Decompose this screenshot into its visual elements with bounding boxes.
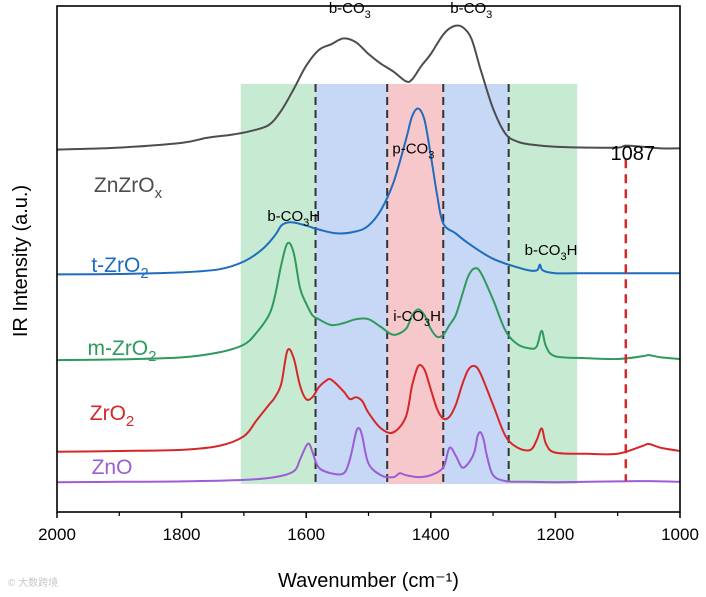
annotation-labels: ZnZrOx t-ZrO2 m-ZrO2 ZrO2 ZnO b-CO3 b-CO3 p-CO3… bbox=[88, 0, 578, 479]
band-region-3 bbox=[443, 84, 509, 484]
band-label-5: i-CO3H bbox=[393, 308, 441, 329]
band-regions bbox=[240, 84, 578, 484]
x-tick-label-1800: 1800 bbox=[163, 525, 201, 544]
watermark: © 大数跨境 bbox=[8, 576, 58, 589]
series-line-m-zro2 bbox=[56, 241, 681, 362]
spectra-series bbox=[56, 24, 681, 484]
band-label-3: b-CO3H bbox=[267, 208, 320, 229]
band-label-0: b-CO3 bbox=[329, 0, 371, 21]
marker-1087: 1087 bbox=[611, 143, 656, 482]
x-tick-label-1600: 1600 bbox=[287, 525, 325, 544]
x-axis-title: Wavenumber (cm⁻¹) bbox=[278, 570, 459, 592]
region-divider-lines bbox=[314, 84, 510, 484]
series-line-zro2 bbox=[56, 348, 681, 456]
series-label-zro2: ZrO2 bbox=[90, 402, 135, 430]
series-label-znzrox: ZnZrOx bbox=[94, 174, 163, 202]
band-region-2 bbox=[387, 84, 444, 484]
marker-label: 1087 bbox=[611, 143, 656, 165]
x-tick-label-1000: 1000 bbox=[661, 525, 699, 544]
series-label-m-zro2: m-ZrO2 bbox=[88, 337, 157, 365]
series-label-zno: ZnO bbox=[92, 456, 133, 479]
band-region-4 bbox=[508, 84, 578, 484]
x-tick-label-2000: 2000 bbox=[38, 525, 76, 544]
series-line-t-zro2 bbox=[56, 107, 680, 276]
series-label-t-zro2: t-ZrO2 bbox=[91, 254, 148, 282]
band-label-2: p-CO3 bbox=[392, 140, 434, 161]
y-axis-title: IR Intensity (a.u.) bbox=[10, 185, 32, 337]
axes: 2000 1800 1600 1400 1200 1000 Wavenumber (cm⁻¹… bbox=[10, 5, 699, 592]
series-line-zno bbox=[56, 427, 681, 484]
band-label-1: b-CO3 bbox=[450, 0, 492, 21]
x-tick-label-1200: 1200 bbox=[536, 525, 574, 544]
band-region-1 bbox=[315, 84, 388, 484]
band-label-4: b-CO3H bbox=[525, 242, 578, 263]
series-line-znzrox bbox=[56, 24, 681, 151]
x-tick-label-1400: 1400 bbox=[412, 525, 450, 544]
